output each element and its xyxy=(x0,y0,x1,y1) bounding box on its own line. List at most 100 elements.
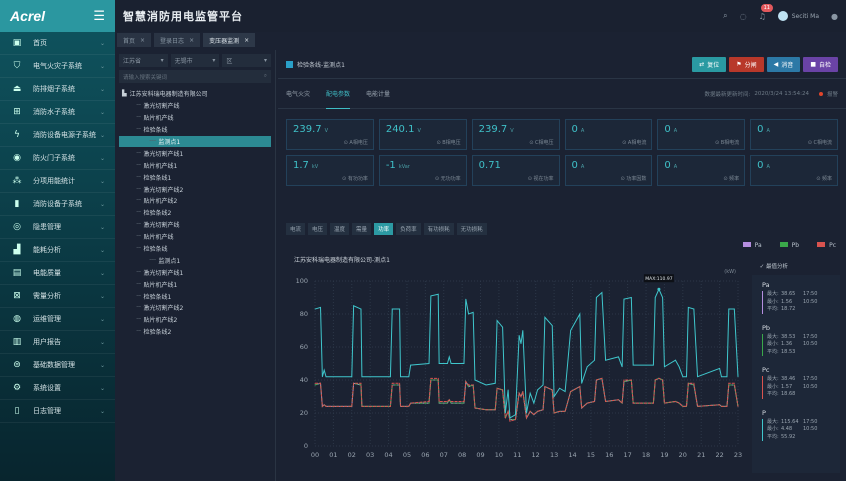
sidebar-item[interactable]: ◉ 防火门子系统 ⌄ xyxy=(0,147,115,170)
chart-tab[interactable]: 需量 xyxy=(352,223,372,235)
data-point-P xyxy=(320,307,321,308)
legend-item[interactable]: Pc xyxy=(817,242,836,249)
legend-item[interactable]: Pa xyxy=(742,242,762,249)
breadcrumb: 检验条线-监测点1 xyxy=(286,60,689,69)
logo-bar: Acrel ☰ xyxy=(0,0,115,32)
tree-node[interactable]: 贴片机产线1 xyxy=(119,278,271,290)
tree-node[interactable]: 检验条线2 xyxy=(119,326,271,338)
province-select[interactable]: 江苏省 ▾ xyxy=(119,54,168,67)
sidebar-item[interactable]: ▟ 能耗分析 ⌄ xyxy=(0,239,115,262)
user-name[interactable]: Seciti Ma xyxy=(791,12,820,20)
tree-node-label: 贴片机产线1 xyxy=(143,281,178,289)
subtab[interactable]: 配电参数 xyxy=(326,79,351,109)
chart-tab[interactable]: 无功损耗 xyxy=(456,223,487,235)
sidebar-item[interactable]: ▮ 消防设备子系统 ⌄ xyxy=(0,193,115,216)
tree-node[interactable]: 检验条线 xyxy=(119,243,271,255)
tree-node[interactable]: 检验条线 xyxy=(119,124,271,136)
sidebar-item[interactable]: ⚙ 系统设置 ⌄ xyxy=(0,377,115,400)
sidebar-item[interactable]: ⊞ 消防水子系统 ⌄ xyxy=(0,101,115,124)
action-button[interactable]: ⚑ 分闸 xyxy=(729,56,764,72)
legend-item[interactable]: Pb xyxy=(779,242,799,249)
close-icon[interactable]: × xyxy=(140,36,146,44)
menu-icon: ▣ xyxy=(12,38,22,48)
tree-search-input[interactable]: 请输入搜索关键词 ⌕ xyxy=(119,70,271,83)
tree-node[interactable]: 检验条线2 xyxy=(119,207,271,219)
tree-node-label: 检验条线2 xyxy=(143,210,172,218)
stat-value: 18.53 xyxy=(781,348,796,355)
tree-node[interactable]: 激光切割产线1 xyxy=(119,266,271,278)
chart-tab[interactable]: 电流 xyxy=(286,223,306,235)
tree-node[interactable]: 激光切割产线 xyxy=(119,219,271,231)
page-tab[interactable]: 变压器监测 × xyxy=(203,33,256,47)
sidebar-item[interactable]: ⁂ 分项用能统计 ⌄ xyxy=(0,170,115,193)
tree-node[interactable]: 激光切割产线2 xyxy=(119,183,271,195)
sidebar-item[interactable]: ▤ 电能质量 ⌄ xyxy=(0,262,115,285)
sidebar-item[interactable]: ▣ 首页 ⌄ xyxy=(0,32,115,55)
data-point-P xyxy=(594,359,595,361)
tree-node[interactable]: 监测点1 xyxy=(119,135,271,148)
page-tab[interactable]: 登录日志 × xyxy=(154,33,201,47)
settings-icon[interactable]: ● xyxy=(831,11,838,21)
data-point-Pc xyxy=(438,401,440,402)
help-icon[interactable]: ◌ xyxy=(739,11,747,21)
action-button[interactable]: ⇄ 复位 xyxy=(692,56,727,72)
chart-tab[interactable]: 功率 xyxy=(374,223,394,235)
sidebar-item[interactable]: ◍ 运维管理 ⌄ xyxy=(0,308,115,331)
tree-node[interactable]: 贴片机产线2 xyxy=(119,195,271,207)
search-icon[interactable]: ⌕ xyxy=(723,11,728,20)
x-tick-label: 14 xyxy=(568,451,576,459)
metric-label: C相电压 xyxy=(535,140,554,146)
metric-icon: ⊙ xyxy=(434,176,441,182)
data-point-Pc xyxy=(430,377,432,379)
y-tick-label: 80 xyxy=(300,310,308,318)
page-tab[interactable]: 首页 × xyxy=(117,33,152,47)
tree-node[interactable]: 贴片机产线1 xyxy=(119,159,271,171)
menu-toggle-icon[interactable]: ☰ xyxy=(93,8,105,24)
bell-icon[interactable]: ♫ 11 xyxy=(759,3,773,21)
avatar[interactable] xyxy=(777,11,788,21)
city-select[interactable]: 无锡市 ▾ xyxy=(170,54,220,67)
menu-icon: ⊠ xyxy=(13,291,21,301)
tree-node[interactable]: ▙ 江苏安科瑞电器制造有限公司 xyxy=(119,88,271,100)
subtab[interactable]: 电能计量 xyxy=(366,91,391,98)
close-icon[interactable]: × xyxy=(189,36,195,44)
data-point-Pc xyxy=(410,402,412,404)
action-label: 分闸 xyxy=(744,61,757,69)
data-point-Pc xyxy=(737,406,739,407)
sidebar-item[interactable]: ⏏ 防排烟子系统 ⌄ xyxy=(0,78,115,101)
x-tick-label: 04 xyxy=(384,451,392,459)
chart-tab[interactable]: 电压 xyxy=(308,223,328,235)
tree-node[interactable]: 激光切割产线1 xyxy=(119,147,271,159)
action-button[interactable]: ◀ 消音 xyxy=(766,56,801,72)
chart-tab[interactable]: 温度 xyxy=(330,223,350,235)
sidebar-item[interactable]: ◎ 隐患管理 ⌄ xyxy=(0,216,115,239)
sidebar-item[interactable]: ▥ 用户报告 ⌄ xyxy=(0,331,115,354)
tree-node[interactable]: 激光切割产线 xyxy=(119,100,271,112)
chart-tab[interactable]: 有功损耗 xyxy=(423,223,454,235)
sidebar-item[interactable]: ⊠ 需量分析 ⌄ xyxy=(0,285,115,308)
search-icon[interactable]: ⌕ xyxy=(263,73,267,79)
close-icon[interactable]: × xyxy=(244,36,250,44)
chart-tab[interactable]: 负荷率 xyxy=(396,223,421,235)
extreme-analysis-checkbox[interactable]: ✓ 最值分析 xyxy=(759,264,788,270)
tree-node[interactable]: 检验条线1 xyxy=(119,290,271,302)
sidebar-item-label: 防火门子系统 xyxy=(33,154,75,162)
data-point-Pb xyxy=(447,402,448,404)
tree-node[interactable]: 贴片机产线 xyxy=(119,112,271,124)
district-select[interactable]: 区 ▾ xyxy=(222,54,272,67)
alarm-label[interactable]: 报警 xyxy=(826,91,838,98)
sidebar-item[interactable]: ⊜ 基础数据管理 ⌄ xyxy=(0,354,115,377)
data-point-Pc xyxy=(468,384,469,386)
data-point-P xyxy=(474,379,476,381)
sidebar-item[interactable]: ▯ 日志管理 ⌄ xyxy=(0,400,115,423)
sidebar-item[interactable]: ⛉ 电气火灾子系统 ⌄ xyxy=(0,55,115,78)
subtab[interactable]: 电气火灾 xyxy=(286,91,311,98)
sidebar-item[interactable]: ϟ 消防设备电源子系统 ⌄ xyxy=(0,124,115,147)
tree-node[interactable]: 监测点1 xyxy=(119,254,271,266)
tree-node[interactable]: 贴片机产线 xyxy=(119,231,271,243)
tree-node[interactable]: 激光切割产线2 xyxy=(119,302,271,314)
tree-node[interactable]: 贴片机产线2 xyxy=(119,314,271,326)
data-point-Pb xyxy=(468,386,469,387)
tree-node[interactable]: 检验条线1 xyxy=(119,171,271,183)
action-button[interactable]: ■ 自检 xyxy=(803,56,838,72)
